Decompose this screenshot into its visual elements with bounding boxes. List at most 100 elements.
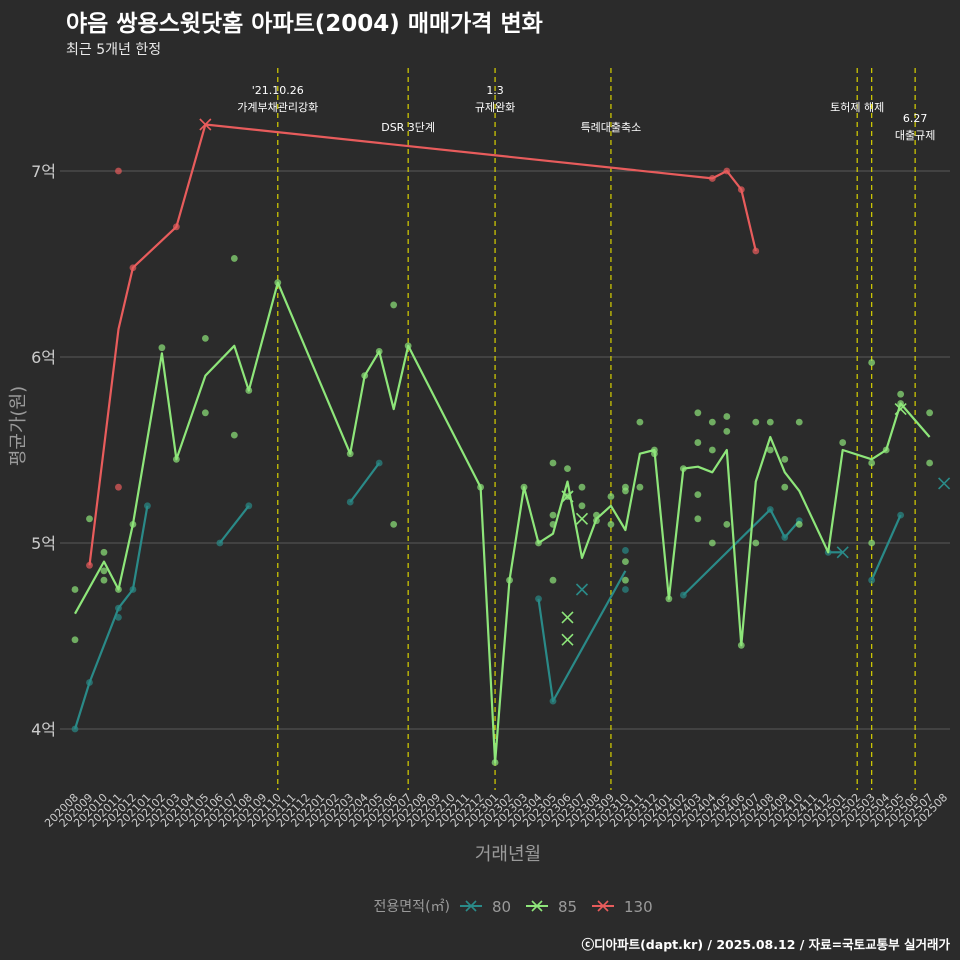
series-line-80	[682, 508, 801, 596]
data-point-85	[622, 483, 629, 491]
data-point-85	[506, 576, 513, 584]
event-label: 특례대출축소	[581, 121, 642, 134]
data-point-85	[129, 521, 137, 528]
data-point-80	[766, 506, 774, 513]
series-line-80	[218, 505, 250, 544]
data-point-130	[737, 186, 745, 194]
data-point-80	[245, 502, 253, 510]
event-label: 가계부채관리강화	[237, 101, 318, 114]
data-point-80	[622, 586, 629, 593]
data-point-85	[694, 409, 702, 417]
data-point-85	[694, 491, 702, 499]
series-line-80	[73, 505, 149, 730]
event-label: 토허제 해제	[830, 100, 884, 114]
data-point-85	[274, 279, 282, 286]
data-point-85	[230, 255, 238, 262]
data-point-80	[129, 586, 137, 593]
data-point-85	[390, 301, 398, 309]
data-point-85	[100, 576, 108, 584]
data-point-80	[868, 576, 876, 584]
data-point-85	[882, 446, 890, 454]
series-line-85	[74, 281, 931, 764]
y-tick-label: 4억	[31, 720, 56, 739]
data-point-80	[115, 614, 122, 621]
data-point-80	[216, 539, 224, 547]
data-point-85	[766, 418, 774, 426]
data-point-80	[144, 502, 151, 510]
data-point-85	[593, 511, 600, 519]
x-marker-80	[575, 583, 589, 596]
legend-key-marker-85	[531, 900, 543, 912]
data-point-85	[694, 439, 702, 446]
data-point-85	[100, 548, 108, 556]
data-point-85	[752, 539, 760, 547]
data-point-85	[636, 483, 644, 491]
data-point-85	[795, 418, 803, 426]
data-point-130	[708, 175, 716, 182]
data-point-85	[578, 483, 586, 491]
data-point-85	[897, 400, 905, 407]
data-point-85	[100, 567, 108, 575]
event-label: '21.10.26	[252, 84, 304, 97]
data-point-85	[622, 558, 629, 565]
data-point-80	[346, 498, 354, 506]
x-marker-80	[938, 477, 951, 490]
data-point-85	[375, 348, 383, 355]
data-point-85	[201, 335, 209, 342]
data-point-85	[245, 387, 253, 394]
y-tick-label: 6억	[31, 348, 56, 367]
data-point-80	[86, 679, 93, 686]
chart-subtitle: 최근 5개년 한정	[66, 42, 162, 58]
chart-title: 야음 쌍용스윗닷홈 아파트(2004) 매매가격 변화	[66, 11, 543, 37]
event-label: 대출규제	[895, 129, 935, 142]
data-point-80	[781, 534, 789, 541]
data-point-85	[752, 418, 760, 426]
data-point-85	[520, 483, 528, 491]
data-point-80	[375, 459, 383, 467]
data-point-85	[781, 455, 789, 463]
data-point-85	[868, 359, 876, 366]
data-point-80	[549, 697, 557, 705]
series-line-130	[88, 123, 757, 566]
x-marker-130	[199, 118, 212, 131]
data-point-85	[564, 465, 571, 472]
y-axis-title: 평균가(원)	[8, 386, 29, 466]
data-point-85	[115, 586, 122, 593]
data-point-85	[477, 483, 484, 491]
data-point-85	[172, 455, 180, 463]
data-point-130	[86, 561, 93, 569]
data-point-85	[549, 511, 557, 519]
data-point-85	[868, 459, 876, 467]
data-point-80	[535, 595, 542, 603]
data-point-85	[737, 641, 745, 649]
data-point-85	[926, 459, 934, 467]
data-point-130	[752, 247, 760, 255]
event-label: 규제완화	[475, 101, 515, 114]
data-point-130	[129, 264, 137, 272]
data-point-85	[665, 595, 673, 603]
data-point-85	[708, 418, 716, 426]
legend-key-marker-130	[597, 900, 609, 912]
legend-title: 전용면적(㎡)	[374, 899, 450, 915]
data-point-85	[622, 576, 629, 584]
legend-label-80: 80	[492, 898, 511, 916]
data-point-85	[230, 431, 238, 439]
data-point-85	[549, 521, 557, 528]
data-point-85	[781, 483, 789, 491]
data-point-85	[795, 521, 803, 528]
data-point-85	[361, 372, 369, 379]
x-axis-title: 거래년월	[475, 844, 541, 865]
data-point-85	[346, 450, 354, 458]
data-point-85	[607, 493, 615, 500]
series-line-80	[870, 514, 902, 581]
data-point-85	[723, 521, 731, 528]
data-point-85	[839, 439, 847, 446]
data-point-85	[404, 342, 412, 350]
data-point-85	[549, 576, 557, 584]
data-point-85	[723, 413, 731, 420]
data-point-80	[115, 604, 122, 612]
data-point-85	[201, 409, 209, 417]
x-marker-85	[561, 633, 574, 646]
data-point-130	[172, 223, 180, 231]
data-point-80	[622, 547, 629, 554]
